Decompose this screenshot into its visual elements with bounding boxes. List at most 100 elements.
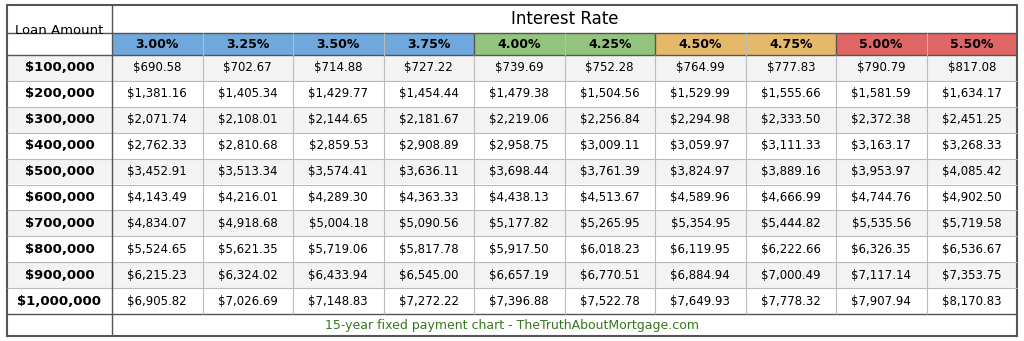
Text: $400,000: $400,000	[25, 139, 94, 152]
Text: $2,108.01: $2,108.01	[218, 113, 278, 126]
Text: $6,222.66: $6,222.66	[761, 243, 821, 256]
Text: $5,524.65: $5,524.65	[127, 243, 187, 256]
Text: $5,354.95: $5,354.95	[671, 217, 730, 230]
Text: $7,272.22: $7,272.22	[398, 295, 459, 308]
Bar	[203, 33, 293, 55]
Text: $690.58: $690.58	[133, 61, 181, 74]
Text: $2,181.67: $2,181.67	[398, 113, 459, 126]
Text: Interest Rate: Interest Rate	[511, 10, 618, 28]
Text: $800,000: $800,000	[25, 243, 94, 256]
Text: $100,000: $100,000	[25, 61, 94, 74]
Text: $1,581.59: $1,581.59	[851, 87, 911, 100]
Text: $5,719.58: $5,719.58	[942, 217, 1001, 230]
Text: $4,834.07: $4,834.07	[127, 217, 187, 230]
Text: $6,018.23: $6,018.23	[580, 243, 640, 256]
Text: $764.99: $764.99	[676, 61, 725, 74]
Text: $900,000: $900,000	[25, 269, 94, 282]
Text: $6,119.95: $6,119.95	[671, 243, 730, 256]
Text: $4,438.13: $4,438.13	[489, 191, 549, 204]
Text: $7,907.94: $7,907.94	[851, 295, 911, 308]
Text: $600,000: $600,000	[25, 191, 94, 204]
Bar	[7, 210, 1017, 236]
Text: $3,452.91: $3,452.91	[127, 165, 187, 178]
Text: $6,545.00: $6,545.00	[399, 269, 459, 282]
Text: $6,770.51: $6,770.51	[580, 269, 640, 282]
Bar	[564, 33, 655, 55]
Text: $2,958.75: $2,958.75	[489, 139, 549, 152]
Text: $2,144.65: $2,144.65	[308, 113, 369, 126]
Text: $2,762.33: $2,762.33	[127, 139, 187, 152]
Text: $5,719.06: $5,719.06	[308, 243, 368, 256]
Text: $6,326.35: $6,326.35	[851, 243, 911, 256]
Text: $1,555.66: $1,555.66	[761, 87, 820, 100]
Bar	[7, 288, 1017, 314]
Text: 3.25%: 3.25%	[226, 38, 269, 50]
Text: $3,059.97: $3,059.97	[671, 139, 730, 152]
Text: $3,574.41: $3,574.41	[308, 165, 368, 178]
Text: $4,918.68: $4,918.68	[218, 217, 278, 230]
Text: $4,085.42: $4,085.42	[942, 165, 1001, 178]
Text: $5,004.18: $5,004.18	[308, 217, 368, 230]
Text: $3,111.33: $3,111.33	[761, 139, 820, 152]
Text: $7,778.32: $7,778.32	[761, 295, 820, 308]
Bar	[7, 314, 1017, 336]
Text: $5,917.50: $5,917.50	[489, 243, 549, 256]
Text: $2,256.84: $2,256.84	[580, 113, 640, 126]
Text: $2,908.89: $2,908.89	[399, 139, 459, 152]
Text: $3,513.34: $3,513.34	[218, 165, 278, 178]
Text: $2,333.50: $2,333.50	[761, 113, 820, 126]
Text: $6,536.67: $6,536.67	[942, 243, 1001, 256]
Text: $4,143.49: $4,143.49	[127, 191, 187, 204]
Text: 4.50%: 4.50%	[679, 38, 722, 50]
Text: 15-year fixed payment chart - TheTruthAboutMortgage.com: 15-year fixed payment chart - TheTruthAb…	[325, 318, 699, 331]
Bar	[7, 159, 1017, 184]
Text: $700,000: $700,000	[25, 217, 94, 230]
Bar	[293, 33, 384, 55]
Text: $7,000.49: $7,000.49	[761, 269, 820, 282]
Text: $7,396.88: $7,396.88	[489, 295, 549, 308]
Text: $5,621.35: $5,621.35	[218, 243, 278, 256]
Text: $5,817.78: $5,817.78	[399, 243, 459, 256]
Text: $8,170.83: $8,170.83	[942, 295, 1001, 308]
Text: $5,444.82: $5,444.82	[761, 217, 820, 230]
Text: $1,529.99: $1,529.99	[671, 87, 730, 100]
Text: $3,698.44: $3,698.44	[489, 165, 549, 178]
Text: 4.75%: 4.75%	[769, 38, 812, 50]
Text: $3,953.97: $3,953.97	[851, 165, 911, 178]
Text: $7,649.93: $7,649.93	[671, 295, 730, 308]
Text: 3.00%: 3.00%	[135, 38, 179, 50]
Text: $7,522.78: $7,522.78	[580, 295, 640, 308]
Text: $3,163.17: $3,163.17	[851, 139, 911, 152]
Text: Loan Amount: Loan Amount	[15, 24, 103, 36]
Text: $790.79: $790.79	[857, 61, 905, 74]
Text: $2,372.38: $2,372.38	[851, 113, 911, 126]
Text: 3.50%: 3.50%	[316, 38, 360, 50]
Text: $702.67: $702.67	[223, 61, 272, 74]
Bar	[745, 33, 836, 55]
Bar	[927, 33, 1017, 55]
Text: $3,268.33: $3,268.33	[942, 139, 1001, 152]
Text: 4.25%: 4.25%	[588, 38, 632, 50]
Text: $2,071.74: $2,071.74	[127, 113, 187, 126]
Text: $4,363.33: $4,363.33	[399, 191, 459, 204]
Text: $714.88: $714.88	[314, 61, 362, 74]
Text: $7,148.83: $7,148.83	[308, 295, 368, 308]
Text: $4,902.50: $4,902.50	[942, 191, 1001, 204]
Bar	[7, 5, 1017, 33]
Text: $6,884.94: $6,884.94	[671, 269, 730, 282]
Text: $1,000,000: $1,000,000	[17, 295, 101, 308]
Text: $7,117.14: $7,117.14	[851, 269, 911, 282]
Text: $1,381.16: $1,381.16	[127, 87, 187, 100]
Text: $3,889.16: $3,889.16	[761, 165, 820, 178]
Text: $2,219.06: $2,219.06	[489, 113, 549, 126]
Bar	[7, 81, 1017, 107]
Text: $5,535.56: $5,535.56	[852, 217, 911, 230]
Text: $817.08: $817.08	[947, 61, 996, 74]
Text: $1,454.44: $1,454.44	[398, 87, 459, 100]
Text: 3.75%: 3.75%	[408, 38, 451, 50]
Text: $727.22: $727.22	[404, 61, 454, 74]
Text: $2,859.53: $2,859.53	[308, 139, 368, 152]
Text: $2,294.98: $2,294.98	[671, 113, 730, 126]
Text: $5,265.95: $5,265.95	[580, 217, 640, 230]
Text: $7,353.75: $7,353.75	[942, 269, 1001, 282]
